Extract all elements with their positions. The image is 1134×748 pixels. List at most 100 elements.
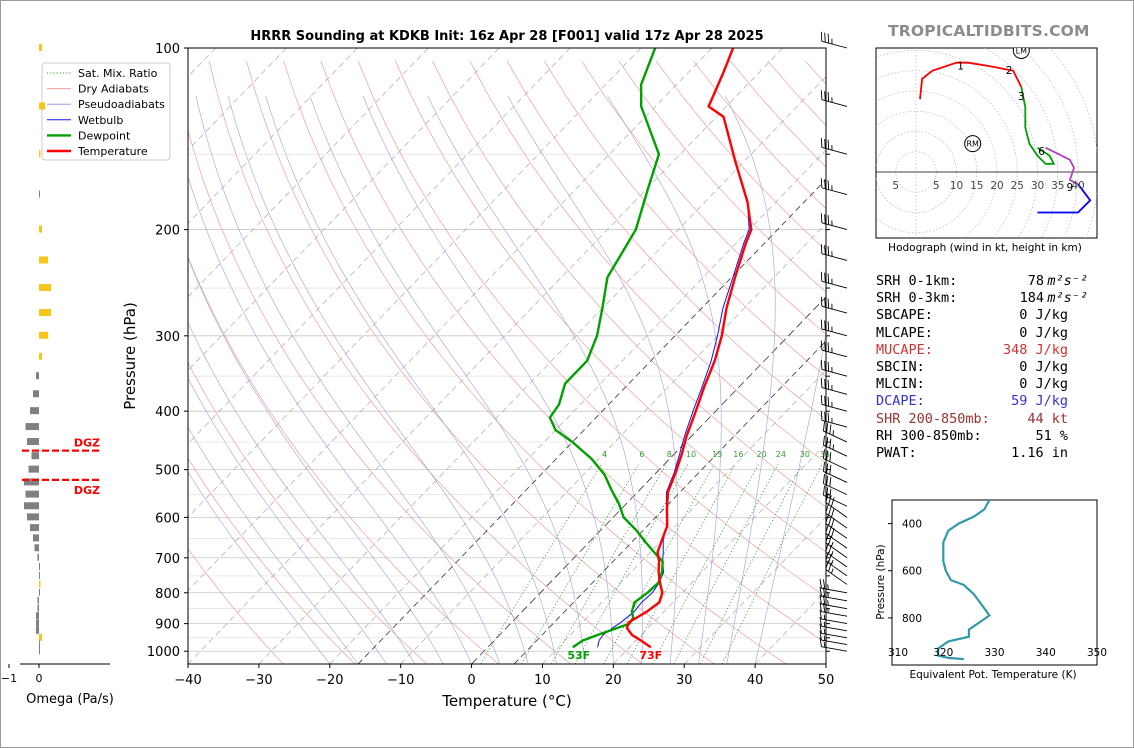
- theta-e-area: [937, 500, 991, 661]
- storm-motion-marker: [1012, 48, 1030, 59]
- wind-barb-flag: [824, 395, 826, 406]
- wind-barb-flag: [823, 595, 826, 605]
- hodograph-frame: [875, 47, 1098, 239]
- wind-barb-shaft: [821, 305, 848, 314]
- wind-barb-flag: [827, 273, 830, 284]
- wind-barb-flag: [819, 609, 822, 620]
- wind-barb-flag: [822, 435, 825, 446]
- hodograph-plot: 5 5 10 15 20 25 30 35 40 1 2 3 6 9 LM RM Hodograph (wind…: [875, 47, 1098, 254]
- wind-barb-flag: [820, 271, 823, 282]
- index-value: 59 J/kg: [1011, 393, 1068, 410]
- wind-barb-shaft: [821, 328, 848, 337]
- y-tick-label: 500: [155, 464, 180, 479]
- wind-barb-flag: [824, 411, 826, 422]
- index-label: DCAPE:: [876, 393, 925, 410]
- wind-barbs: [819, 31, 848, 652]
- isotherm-line: [188, 48, 713, 592]
- moist-adiabat: [362, 95, 614, 664]
- theta-e-tick-label: 350: [1087, 647, 1107, 659]
- theta-e-tick-label: 320: [933, 647, 953, 659]
- wind-barb-shaft: [821, 625, 848, 632]
- hodograph-segment: [1037, 183, 1092, 214]
- wind-barb-flag: [828, 553, 832, 564]
- wind-barb-flag: [831, 528, 835, 538]
- wind-barb-shaft: [821, 419, 848, 428]
- moist-adiabat: [607, 95, 722, 664]
- index-value: 184: [1019, 290, 1044, 307]
- moist-adiabat: [507, 95, 679, 664]
- index-row: MLCIN: 0 J/kg: [876, 376, 1096, 393]
- wind-barb-flag: [820, 359, 823, 370]
- omega-bar: [36, 372, 39, 380]
- omega-bar: [36, 612, 39, 620]
- theta-e-y-label: Pressure (hPa): [875, 544, 887, 619]
- index-value: 0 J/kg: [1019, 359, 1068, 375]
- omega-bar: [24, 478, 39, 486]
- wind-barb-shaft: [821, 618, 848, 625]
- x-tick-label: −30: [245, 673, 272, 688]
- mixing-ratio-label: 4: [602, 450, 607, 459]
- wind-barb-shaft: [821, 632, 848, 639]
- y-tick-label: 800: [155, 587, 180, 602]
- wind-barb-flag: [824, 179, 826, 189]
- wind-barb-shaft: [823, 483, 848, 496]
- omega-bar: [39, 633, 42, 641]
- hodograph-segment: [1045, 146, 1079, 186]
- wind-barb-flag: [823, 602, 826, 613]
- storm-motion-marker: [964, 135, 982, 153]
- wind-barb-flag: [820, 178, 823, 188]
- wind-barb-flag: [826, 423, 829, 433]
- hodograph-height-label: 9: [1067, 182, 1074, 194]
- wind-barb-flag: [828, 544, 832, 555]
- omega-bar: [30, 524, 39, 532]
- legend-label: Dewpoint: [78, 129, 131, 142]
- index-label: SBCAPE:: [876, 307, 933, 324]
- isotherm-line: [683, 516, 826, 664]
- mixing-ratio-line: [652, 464, 759, 664]
- wind-barb-flag: [832, 444, 835, 450]
- wind-barb-shaft: [821, 603, 848, 610]
- wind-barb-flag: [827, 379, 830, 390]
- wind-barb-flag: [820, 296, 823, 307]
- wind-barb-flag: [827, 361, 830, 372]
- wind-barb-flag: [820, 394, 823, 405]
- wind-barb-flag: [827, 215, 830, 225]
- wind-barb-flag: [828, 562, 832, 572]
- hodograph-ring-label: 10: [950, 180, 963, 192]
- mixing-ratio-line: [480, 464, 602, 664]
- wind-barb-flag: [831, 497, 835, 507]
- mixing-ratio-label: 24: [776, 450, 786, 459]
- moist-adiabat: [427, 95, 643, 664]
- index-unit: m²s⁻²: [1047, 273, 1088, 289]
- moist-adiabat: [188, 426, 359, 664]
- mixing-ratio-line: [550, 464, 667, 664]
- wind-barb-flag: [819, 594, 822, 605]
- dry-adiabat: [188, 457, 356, 664]
- omega-bar: [25, 490, 39, 498]
- wind-barb-flag: [829, 424, 832, 435]
- wind-barb-flag: [827, 342, 830, 352]
- mixing-ratio-label: 8: [667, 450, 672, 459]
- dry-adiabat: [283, 60, 787, 664]
- index-label: SRH 0-3km:: [876, 290, 958, 307]
- mixing-ratio-line: [521, 464, 640, 664]
- wind-barb-flag: [824, 138, 826, 149]
- wind-barb-flag: [820, 319, 823, 330]
- wind-barb-flag: [827, 139, 830, 150]
- legend-label: Sat. Mix. Ratio: [78, 67, 158, 80]
- wind-barb-shaft: [825, 502, 848, 518]
- surface-dewpoint-label: 53F: [567, 649, 590, 662]
- storm-motion-label: RM: [966, 140, 979, 149]
- y-tick-label: 1000: [147, 645, 180, 660]
- index-row: SRH 0-1km: 78 m²s⁻²: [876, 273, 1096, 290]
- wind-barb-shaft: [821, 646, 848, 652]
- index-row: DCAPE: 59 J/kg: [876, 393, 1096, 410]
- wind-barb-flag: [827, 607, 829, 613]
- wind-barb-flag: [827, 298, 830, 309]
- moist-adiabat: [725, 95, 776, 664]
- wind-barb-flag: [828, 516, 832, 526]
- hodograph-ring-label: 20: [990, 180, 1003, 192]
- wind-barb-flag: [824, 91, 826, 101]
